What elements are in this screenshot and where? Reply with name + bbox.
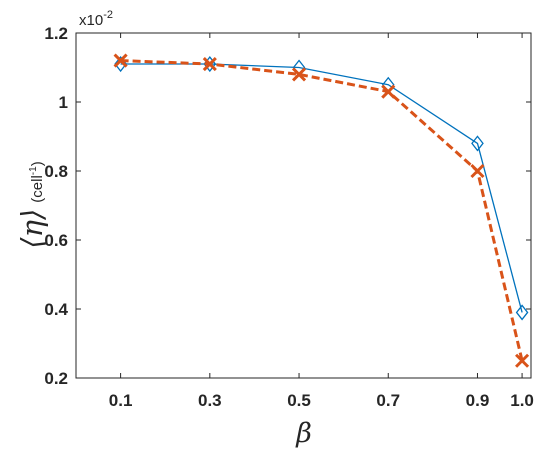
y-axis-label: ⟨η⟩ (cell-1) — [15, 161, 49, 248]
y-exponent-power: -2 — [103, 9, 113, 21]
series-2-line — [120, 59, 524, 362]
svg-text:⟨η⟩(cell-1): ⟨η⟩ (cell-1) — [15, 161, 49, 248]
x-tick-label: 0.5 — [287, 391, 311, 410]
y-axis-label-unit-close: ) — [29, 161, 46, 166]
series-2-point — [113, 53, 128, 68]
y-tick-label: 0.8 — [44, 162, 68, 181]
y-tick-label: 0.4 — [44, 300, 68, 319]
x-tick-label: 0.3 — [198, 391, 222, 410]
series-1-point — [515, 304, 529, 321]
x-axis-label: β — [295, 418, 312, 449]
y-tick-label: 1.2 — [44, 24, 68, 43]
y-tick-label: 0.2 — [44, 369, 68, 388]
y-exponent-label: x10-2 — [79, 9, 113, 29]
ticks-layer: 0.1 0.3 0.5 0.7 0.9 1.0 0.2 0.4 0.6 0.8 1 1.2 — [44, 24, 534, 410]
series-2-point — [470, 163, 485, 179]
y-axis-label-unit-power: -1 — [28, 166, 39, 175]
series-2-point — [515, 353, 530, 368]
series-2-point — [202, 56, 217, 72]
y-axis-label-main: ⟨η⟩ — [15, 209, 49, 249]
y-axis-label-unit: (cell — [29, 175, 46, 203]
x-tick-label: 0.1 — [109, 391, 133, 410]
y-tick-label: 0.6 — [44, 231, 68, 250]
x-tick-label: 0.9 — [466, 391, 490, 410]
plot-area — [75, 32, 532, 379]
series-1-point — [471, 135, 484, 152]
y-exponent-base: x10 — [79, 12, 103, 29]
x-tick-label: 0.7 — [376, 391, 400, 410]
x-tick-label: 1.0 — [510, 391, 534, 410]
series-2-point — [291, 67, 307, 82]
y-tick-label: 1 — [59, 93, 68, 112]
series-layer — [113, 53, 530, 368]
series-2-point — [381, 84, 396, 99]
